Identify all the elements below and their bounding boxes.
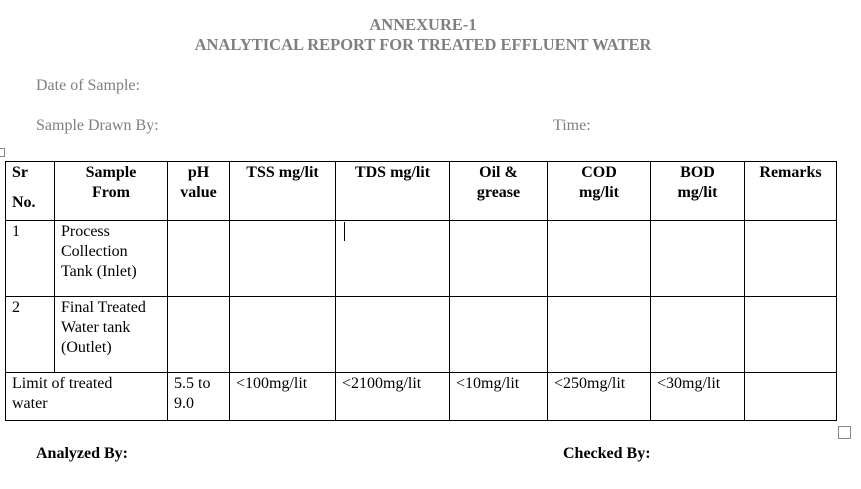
table-move-handle[interactable] (0, 148, 5, 157)
empty-cell (167, 296, 230, 373)
column-header: Sample From (54, 161, 168, 221)
checked-by: Checked By: (563, 445, 651, 462)
cell-line: grease (476, 184, 521, 201)
limit-value: <30mg/lit (650, 372, 745, 421)
empty-cell (744, 372, 837, 421)
empty-cell (650, 220, 745, 297)
cell-line: No. (12, 194, 36, 211)
limit-value: <250mg/lit (547, 372, 651, 421)
column-header: TDS mg/lit (335, 161, 450, 221)
data-cell: Final Treated Water tank (Outlet) (54, 296, 168, 373)
empty-cell (650, 296, 745, 373)
empty-cell (547, 220, 651, 297)
cell-line: 5.5 to (174, 375, 211, 392)
data-row: 2 Final Treated Water tank (Outlet) (5, 296, 837, 373)
empty-cell (229, 296, 336, 373)
cell-line: Sr (12, 164, 28, 181)
date-field: Date of Sample: (36, 77, 140, 94)
cell-line: value (180, 184, 217, 201)
analyzed-by: Analyzed By: (36, 445, 128, 462)
limit-value: <10mg/lit (449, 372, 548, 421)
empty-cell (449, 220, 548, 297)
limit-value: <2100mg/lit (335, 372, 450, 421)
cell-line: Collection (61, 243, 128, 260)
empty-cell (744, 220, 837, 297)
cell-line: <30mg/lit (657, 375, 721, 392)
cell-line: water (12, 395, 48, 412)
cell-line: (Outlet) (61, 339, 112, 356)
cell-line: Process (61, 223, 110, 240)
empty-cell (335, 220, 450, 297)
cell-line: Oil & (479, 164, 518, 181)
report-title: ANALYTICAL REPORT FOR TREATED EFFLUENT W… (194, 35, 652, 54)
data-cell: 1 (5, 220, 55, 297)
data-cell: 2 (5, 296, 55, 373)
cell-line: <250mg/lit (554, 375, 626, 392)
empty-cell (547, 296, 651, 373)
cell-line: BOD (680, 164, 715, 181)
text-cursor (344, 222, 345, 241)
report-table: Sr No. Sample From pH value TSS mg/lit TDS mg/l… (5, 161, 837, 421)
cell-line: mg/lit (677, 184, 718, 201)
cell-line: 1 (12, 223, 20, 240)
limit-value: <100mg/lit (229, 372, 336, 421)
column-header: BOD mg/lit (650, 161, 745, 221)
empty-cell (167, 220, 230, 297)
column-header: TSS mg/lit (229, 161, 336, 221)
cell-line: 2 (12, 299, 20, 316)
column-header: pH value (167, 161, 230, 221)
time-field: Time: (553, 117, 591, 134)
cell-line: <100mg/lit (236, 375, 308, 392)
empty-cell (229, 220, 336, 297)
empty-cell (744, 296, 837, 373)
cell-line: 9.0 (174, 395, 194, 412)
cell-line: <2100mg/lit (342, 375, 422, 392)
cell-line: Remarks (759, 164, 822, 181)
cell-line: Tank (Inlet) (61, 263, 137, 280)
cell-line: Sample (85, 164, 137, 181)
limit-label: Limit of treated water (5, 372, 168, 421)
table-resize-handle[interactable] (838, 426, 851, 439)
data-cell: Process Collection Tank (Inlet) (54, 220, 168, 297)
cell-line: COD (581, 164, 617, 181)
limit-row: Limit of treated water 5.5 to 9.0 <100mg/lit… (5, 372, 837, 421)
column-header: Sr No. (5, 161, 55, 221)
cell-line: TSS mg/lit (246, 164, 319, 181)
cell-line: From (92, 184, 130, 201)
empty-cell (449, 296, 548, 373)
cell-line: Water tank (61, 319, 131, 336)
column-header: Remarks (744, 161, 837, 221)
annexure-heading: ANNEXURE-1 (369, 15, 477, 34)
cell-line: Limit of treated (12, 375, 113, 392)
data-row: 1 Process Collection Tank (Inlet) (5, 220, 837, 297)
column-header: Oil & grease (449, 161, 548, 221)
cell-line: Final Treated (61, 299, 146, 316)
cell-line: pH (187, 164, 210, 181)
column-header: COD mg/lit (547, 161, 651, 221)
sample-drawn-field: Sample Drawn By: (36, 117, 159, 134)
cell-line: <10mg/lit (456, 375, 520, 392)
limit-value: 5.5 to 9.0 (167, 372, 230, 421)
empty-cell (335, 296, 450, 373)
header-row: Sr No. Sample From pH value TSS mg/lit TDS mg/l… (5, 161, 837, 221)
cell-line: mg/lit (579, 184, 619, 201)
cell-line: TDS mg/lit (354, 164, 431, 181)
